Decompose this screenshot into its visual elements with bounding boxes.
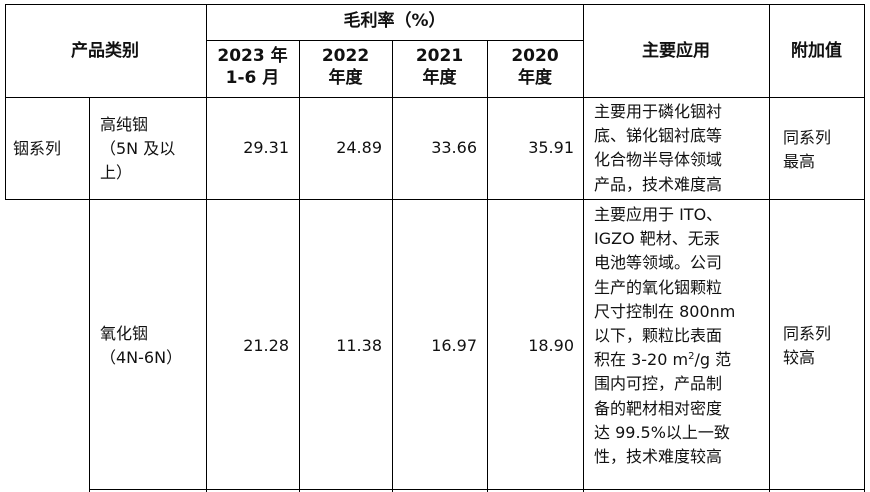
header-period-2023h1: 2023 年 1-6 月 <box>217 46 288 88</box>
row2-product: 氧化铟 （4N-6N） <box>100 324 183 367</box>
col-product-divider <box>206 4 207 492</box>
header-period-2021: 2021 年度 <box>415 46 464 88</box>
header-period-2022: 2022 年度 <box>321 46 370 88</box>
row2-margin-2022: 11.38 <box>336 336 382 355</box>
header-subdivider <box>206 40 583 41</box>
header-added-value: 附加值 <box>791 41 842 61</box>
header-category: 产品类别 <box>71 41 139 61</box>
row-divider <box>5 199 864 200</box>
row1-added-value: 同系列 最高 <box>783 128 832 171</box>
row2-added-value: 同系列 较高 <box>783 324 832 367</box>
col-2021-divider <box>487 40 488 492</box>
col-series-divider <box>89 97 90 492</box>
table-top-border <box>5 4 864 5</box>
col-left-border <box>5 4 6 200</box>
row1-application: 主要用于磷化铟衬 底、锑化铟衬底等 化合物半导体领域 产品，技术难度高 <box>594 102 723 194</box>
row1-margin-2021: 33.66 <box>431 138 477 157</box>
header-margin-group: 毛利率（%） <box>343 11 446 31</box>
col-application-divider <box>769 4 770 492</box>
col-2020-divider <box>583 4 584 492</box>
row2-application: 主要应用于 ITO、 IGZO 靶材、无汞 电池等领域。公司 生产的氧化铟颗粒 … <box>594 203 766 469</box>
row1-product: 高纯铟 （5N 及以 上） <box>100 115 176 182</box>
col-right-border <box>864 4 865 492</box>
header-period-2020: 2020 年度 <box>511 46 559 88</box>
col-2022-divider <box>392 40 393 492</box>
row1-margin-2023h1: 29.31 <box>243 138 289 157</box>
row2-margin-2023h1: 21.28 <box>243 336 289 355</box>
row1-margin-2020: 35.91 <box>528 138 574 157</box>
row2-margin-2021: 16.97 <box>431 336 477 355</box>
table-bottom-edge <box>89 489 864 490</box>
row1-series: 铟系列 <box>13 139 62 158</box>
header-application: 主要应用 <box>642 41 710 61</box>
row2-margin-2020: 18.90 <box>528 336 574 355</box>
specific-surface-area-line: 积在 3-20 m2/g 范 <box>594 350 732 370</box>
header-bottom-border <box>5 97 864 98</box>
col-2023-divider <box>299 40 300 492</box>
row1-margin-2022: 24.89 <box>336 138 382 157</box>
